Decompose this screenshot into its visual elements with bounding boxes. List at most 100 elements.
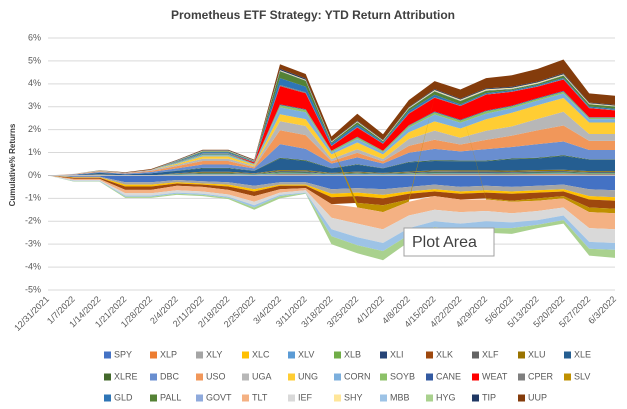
area-series (48, 156, 615, 176)
legend-label: WEAT (482, 371, 508, 381)
area-series (48, 173, 615, 176)
legend-swatch (242, 351, 249, 359)
area-series (48, 175, 615, 243)
legend-label: GOVT (206, 392, 232, 402)
legend-swatch (150, 373, 157, 381)
legend-label: USO (206, 371, 226, 381)
legend-label: IEF (298, 392, 313, 402)
y-tick-label: 5% (28, 55, 41, 65)
legend-swatch (288, 351, 295, 359)
legend-label: XLC (252, 349, 270, 359)
area-series (48, 172, 615, 176)
legend-label: XLE (574, 349, 591, 359)
area-series (48, 79, 615, 176)
legend-label: SPY (114, 349, 132, 359)
y-tick-label: -3% (25, 239, 41, 249)
area-series (48, 175, 615, 191)
legend-swatch (380, 373, 387, 381)
y-tick-label: -2% (25, 216, 41, 226)
legend-label: CORN (344, 371, 371, 381)
legend-label: XLRE (114, 371, 138, 381)
area-series (48, 175, 615, 201)
y-tick-label: -5% (25, 284, 41, 294)
legend-swatch (334, 351, 341, 359)
area-series (48, 125, 615, 176)
legend-label: SOYB (390, 371, 415, 381)
legend-label: XLP (160, 349, 177, 359)
tooltip-box (403, 227, 495, 257)
legend-label: TIP (482, 392, 496, 402)
legend-label: TLT (252, 392, 268, 402)
y-tick-label: 2% (28, 124, 41, 134)
y-tick-label: 0% (28, 170, 41, 180)
legend-swatch (104, 394, 111, 402)
legend-swatch (426, 394, 433, 402)
legend-swatch (334, 394, 341, 402)
area-series (48, 170, 615, 176)
legend-label: UUP (528, 392, 547, 402)
legend-label: SHY (344, 392, 363, 402)
legend-swatch (564, 351, 571, 359)
legend-swatch (564, 373, 571, 381)
area-series (48, 71, 615, 176)
area-series (48, 175, 615, 252)
legend-label: PALL (160, 392, 181, 402)
area-series (48, 175, 615, 230)
legend-swatch (242, 394, 249, 402)
legend-label: CPER (528, 371, 554, 381)
legend-swatch (380, 351, 387, 359)
legend: SPY XLP XLY XLC XLV XLB XLI XLK XLF XLU XLE XLRE DBC… (104, 349, 591, 402)
legend-swatch (472, 351, 479, 359)
legend-swatch (472, 373, 479, 381)
legend-swatch (518, 394, 525, 402)
tooltip-text: Plot Area (412, 234, 477, 251)
legend-swatch (288, 394, 295, 402)
tooltip: Plot Area (403, 227, 495, 257)
legend-label: XLK (436, 349, 453, 359)
y-tick-label: 1% (28, 147, 41, 157)
legend-swatch (150, 394, 157, 402)
legend-swatch (472, 394, 479, 402)
legend-label: SLV (574, 371, 590, 381)
area-series (48, 175, 615, 209)
legend-label: XLB (344, 349, 361, 359)
legend-label: XLF (482, 349, 499, 359)
area-series (48, 175, 615, 261)
legend-label: UGA (252, 371, 272, 381)
areas (48, 59, 615, 261)
legend-label: CANE (436, 371, 461, 381)
legend-swatch (196, 394, 203, 402)
legend-swatch (334, 373, 341, 381)
legend-label: XLY (206, 349, 222, 359)
y-tick-label: 3% (28, 101, 41, 111)
area-series (48, 141, 615, 176)
legend-label: MBB (390, 392, 410, 402)
area-series (48, 175, 615, 198)
area-series (48, 171, 615, 176)
legend-label: XLU (528, 349, 546, 359)
y-tick-label: -1% (25, 193, 41, 203)
legend-swatch (104, 373, 111, 381)
legend-swatch (104, 351, 111, 359)
y-tick-label: 4% (28, 78, 41, 88)
y-tick-label: 6% (28, 32, 41, 42)
area-series (48, 98, 615, 176)
legend-swatch (288, 373, 295, 381)
area-series (48, 59, 615, 176)
legend-label: XLI (390, 349, 404, 359)
area-series (48, 169, 615, 176)
legend-swatch (518, 351, 525, 359)
legend-swatch (426, 373, 433, 381)
legend-swatch (518, 373, 525, 381)
legend-label: UNG (298, 371, 318, 381)
chart-title: Prometheus ETF Strategy: YTD Return Attr… (171, 8, 455, 22)
legend-swatch (426, 351, 433, 359)
legend-label: GLD (114, 392, 133, 402)
legend-label: HYG (436, 392, 456, 402)
legend-label: XLV (298, 349, 314, 359)
y-tick-label: -4% (25, 261, 41, 271)
legend-swatch (380, 394, 387, 402)
legend-swatch (196, 373, 203, 381)
area-series (48, 111, 615, 176)
